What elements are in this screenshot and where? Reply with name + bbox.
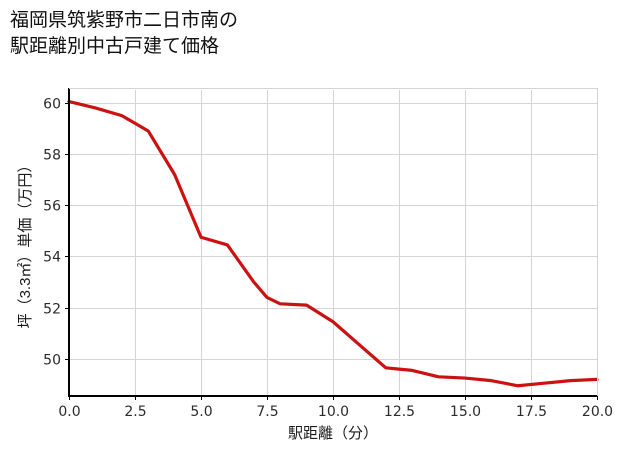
axis-ticks-group	[65, 102, 599, 400]
axis-spines-group	[67, 88, 598, 398]
y-tick-label: 54	[43, 250, 61, 266]
y-tick-label: 58	[43, 148, 61, 164]
x-tick-label: 5.0	[190, 404, 212, 420]
y-tick-label: 56	[43, 199, 61, 215]
y-tick-label: 60	[43, 97, 61, 113]
x-tick-label: 15.0	[450, 404, 481, 420]
y-tick-label: 52	[43, 302, 61, 318]
x-tick-label: 17.5	[516, 404, 547, 420]
x-tick-label: 7.5	[256, 404, 278, 420]
x-tick-label: 10.0	[318, 404, 349, 420]
gridlines-group	[69, 90, 598, 396]
x-tick-label: 2.5	[124, 404, 146, 420]
x-tick-label: 0.0	[58, 404, 80, 420]
price-line-series	[67, 99, 599, 388]
data-series-group	[67, 99, 599, 388]
axis-labels-group: 50 52 54 56 58 60 0.0 2.5 5.0 7.5 10.0 12.5 15.0 17.5…	[17, 97, 613, 443]
y-axis-title: 坪（3.3㎡）単価（万円）	[17, 158, 34, 329]
x-axis-title: 駅距離（分）	[288, 424, 378, 442]
x-tick-label: 20.0	[582, 404, 613, 420]
y-tick-label: 50	[43, 353, 61, 369]
chart-title: 福岡県筑紫野市二日市南の 駅距離別中古戸建て価格	[10, 10, 239, 57]
x-tick-label: 12.5	[384, 404, 415, 420]
